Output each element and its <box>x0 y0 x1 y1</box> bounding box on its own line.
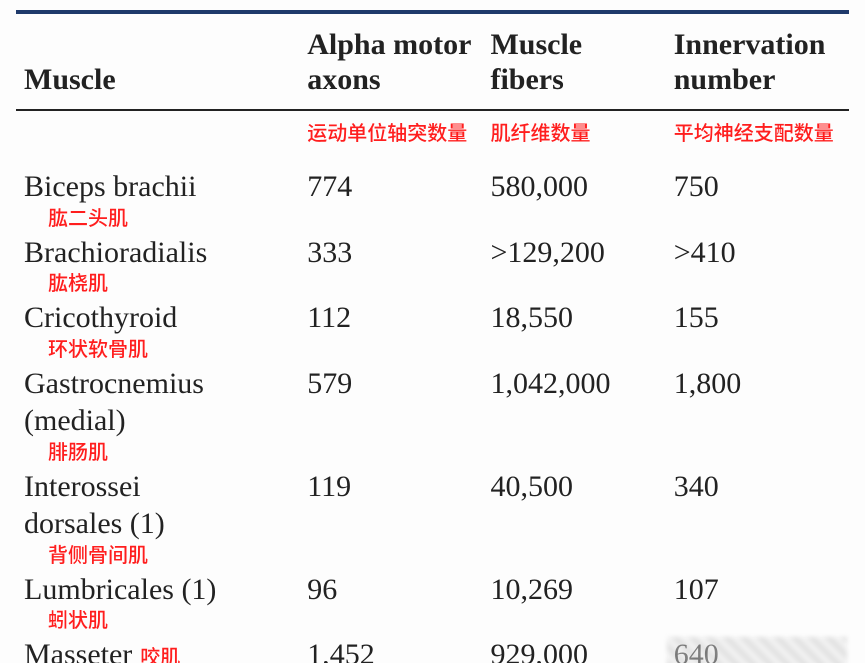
table-row: Brachioradialis肱桡肌333>129,200>410 <box>16 232 849 298</box>
col-header-fibers: Muscle fibers <box>482 14 665 110</box>
muscle-en: Masseter咬肌 <box>24 636 291 663</box>
cell-fibers: 580,000 <box>482 166 665 232</box>
muscle-cn-annotation: 肱二头肌 <box>48 206 291 228</box>
muscle-en-line2: (medial) <box>24 402 291 440</box>
muscle-en: Gastrocnemius <box>24 365 291 403</box>
cell-fibers: >129,200 <box>482 232 665 298</box>
annot-muscle <box>16 110 299 166</box>
cell-axons: 1,452 <box>299 634 482 663</box>
table-row: Interosseidorsales (1)背侧骨间肌11940,500340 <box>16 466 849 569</box>
cell-innerv: 1,800 <box>666 363 849 466</box>
cell-fibers: 40,500 <box>482 466 665 569</box>
cell-innerv: 750 <box>666 166 849 232</box>
cell-muscle: Interosseidorsales (1)背侧骨间肌 <box>16 466 299 569</box>
cell-innerv: 340 <box>666 466 849 569</box>
table-row: Biceps brachii肱二头肌774580,000750 <box>16 166 849 232</box>
cell-fibers: 1,042,000 <box>482 363 665 466</box>
muscle-cn-annotation: 腓肠肌 <box>48 440 291 462</box>
cell-muscle: Lumbricales (1)蚓状肌 <box>16 569 299 635</box>
cell-fibers: 929,000 <box>482 634 665 663</box>
muscle-en: Brachioradialis <box>24 234 291 272</box>
cell-muscle: Biceps brachii肱二头肌 <box>16 166 299 232</box>
table-row: Gastrocnemius(medial)腓肠肌5791,042,0001,80… <box>16 363 849 466</box>
table-header: Muscle Alpha motor axons Muscle fibers I… <box>16 14 849 110</box>
cell-axons: 333 <box>299 232 482 298</box>
col-header-axons: Alpha motor axons <box>299 14 482 110</box>
col-header-innerv: Innervation number <box>666 14 849 110</box>
muscle-en: Interossei <box>24 468 291 506</box>
cell-axons: 579 <box>299 363 482 466</box>
muscle-cn-annotation: 背侧骨间肌 <box>48 543 291 565</box>
cell-innerv: 155 <box>666 297 849 363</box>
annot-axons: 运动单位轴突数量 <box>299 110 482 166</box>
cell-axons: 774 <box>299 166 482 232</box>
table-row: Masseter咬肌 1,452929,000640 <box>16 634 849 663</box>
cell-muscle: Brachioradialis肱桡肌 <box>16 232 299 298</box>
cell-innerv: >410 <box>666 232 849 298</box>
cell-muscle: Masseter咬肌 <box>16 634 299 663</box>
muscle-en: Cricothyroid <box>24 299 291 337</box>
table-row: Cricothyroid环状软骨肌11218,550155 <box>16 297 849 363</box>
muscle-cn-annotation: 咬肌 <box>140 641 180 663</box>
muscle-table: Muscle Alpha motor axons Muscle fibers I… <box>16 14 849 663</box>
annot-innerv: 平均神经支配数量 <box>666 110 849 166</box>
cell-muscle: Gastrocnemius(medial)腓肠肌 <box>16 363 299 466</box>
muscle-en-line2: dorsales (1) <box>24 505 291 543</box>
muscle-en: Lumbricales (1) <box>24 571 291 609</box>
cell-fibers: 10,269 <box>482 569 665 635</box>
cell-innerv: 640 <box>666 634 849 663</box>
cell-muscle: Cricothyroid环状软骨肌 <box>16 297 299 363</box>
muscle-cn-annotation: 蚓状肌 <box>48 608 291 630</box>
table-body: Biceps brachii肱二头肌774580,000750Brachiora… <box>16 166 849 663</box>
page-root: Muscle Alpha motor axons Muscle fibers I… <box>0 10 865 663</box>
cell-innerv: 107 <box>666 569 849 635</box>
cell-axons: 96 <box>299 569 482 635</box>
header-annotation-row: 运动单位轴突数量 肌纤维数量 平均神经支配数量 <box>16 110 849 166</box>
annot-fibers: 肌纤维数量 <box>482 110 665 166</box>
cell-axons: 112 <box>299 297 482 363</box>
muscle-cn-annotation: 肱桡肌 <box>48 271 291 293</box>
cell-axons: 119 <box>299 466 482 569</box>
muscle-en: Biceps brachii <box>24 168 291 206</box>
table-row: Lumbricales (1)蚓状肌9610,269107 <box>16 569 849 635</box>
col-header-muscle: Muscle <box>16 14 299 110</box>
cell-fibers: 18,550 <box>482 297 665 363</box>
muscle-cn-annotation: 环状软骨肌 <box>48 337 291 359</box>
